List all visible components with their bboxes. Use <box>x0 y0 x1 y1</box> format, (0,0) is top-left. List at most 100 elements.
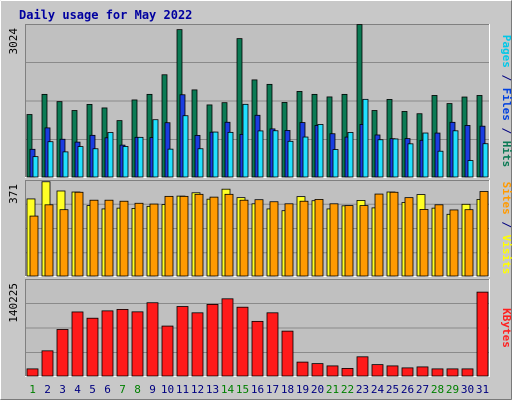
x-tick-label: 26 <box>401 383 414 396</box>
bar-pages-day-7 <box>122 146 129 178</box>
bar-hits-day-1 <box>26 114 33 178</box>
legend-part: / <box>500 215 512 235</box>
panel-top-legend-label: Pages / Files / Hits <box>500 35 512 168</box>
bar-sites-day-19 <box>299 200 309 277</box>
bar-pages-day-24 <box>377 139 384 178</box>
bar-hits-day-9 <box>146 93 153 178</box>
bar-sites-day-10 <box>164 195 174 277</box>
bar-kbytes-day-30 <box>461 368 474 377</box>
x-tick-label: 9 <box>149 383 156 396</box>
bar-kbytes-day-13 <box>206 303 219 377</box>
bar-pages-day-12 <box>197 148 204 178</box>
bar-pages-day-10 <box>167 148 174 178</box>
bar-kbytes-day-8 <box>131 311 144 377</box>
bar-pages-day-6 <box>107 132 114 178</box>
panel-top-ymax-label: 3024 <box>7 28 20 55</box>
bar-pages-day-16 <box>257 130 264 178</box>
bar-sites-day-25 <box>389 191 399 277</box>
x-tick-label: 25 <box>386 383 399 396</box>
bar-sites-day-16 <box>254 199 264 277</box>
bar-kbytes-day-26 <box>401 367 414 377</box>
legend-part: KBytes <box>500 308 512 348</box>
bar-sites-day-12 <box>194 193 204 277</box>
bar-hits-day-25 <box>386 99 393 178</box>
x-tick-label: 28 <box>431 383 444 396</box>
legend-part: Visits <box>500 235 512 275</box>
legend-part: Pages <box>500 35 512 68</box>
bar-sites-day-3 <box>59 209 69 277</box>
bar-sites-day-13 <box>209 196 219 277</box>
bar-pages-day-13 <box>212 131 219 178</box>
bar-pages-day-23 <box>362 98 369 178</box>
panel-middle-legend-label: Sites / Visits <box>500 182 512 275</box>
bar-pages-day-17 <box>272 130 279 178</box>
bar-kbytes-day-16 <box>251 320 264 377</box>
x-tick-label: 19 <box>296 383 309 396</box>
bar-sites-day-29 <box>449 209 459 277</box>
x-tick-label: 8 <box>134 383 141 396</box>
x-tick-label: 7 <box>119 383 126 396</box>
bar-sites-day-22 <box>344 205 354 277</box>
x-tick-label: 4 <box>74 383 81 396</box>
x-tick-label: 23 <box>356 383 369 396</box>
bar-sites-day-7 <box>119 200 129 277</box>
legend-part: Hits <box>500 141 512 168</box>
x-tick-label: 12 <box>191 383 204 396</box>
bar-sites-day-31 <box>479 191 489 277</box>
bar-pages-day-1 <box>32 156 39 178</box>
bar-kbytes-day-24 <box>371 364 384 377</box>
bar-pages-day-14 <box>227 131 234 178</box>
bar-kbytes-day-18 <box>281 330 294 377</box>
x-tick-label: 10 <box>161 383 174 396</box>
bar-sites-day-20 <box>314 199 324 277</box>
bar-pages-day-25 <box>392 138 399 178</box>
bar-kbytes-day-27 <box>416 366 429 377</box>
x-tick-label: 6 <box>104 383 111 396</box>
bar-sites-day-27 <box>419 209 429 277</box>
legend-part: / <box>500 68 512 88</box>
panel-middle-ymax-label: 371 <box>7 184 20 204</box>
bar-kbytes-day-7 <box>116 309 129 377</box>
bar-pages-day-31 <box>482 143 489 178</box>
bar-kbytes-day-17 <box>266 312 279 377</box>
bar-sites-day-24 <box>374 193 384 277</box>
bar-kbytes-day-10 <box>161 325 174 377</box>
panel-bottom-legend-label: KBytes <box>500 308 512 348</box>
bar-kbytes-day-19 <box>296 361 309 377</box>
x-tick-label: 14 <box>221 383 235 396</box>
bar-pages-day-2 <box>47 141 54 178</box>
bar-kbytes-day-21 <box>326 365 339 377</box>
bar-pages-day-15 <box>242 103 249 178</box>
bar-sites-day-15 <box>239 199 249 277</box>
bar-sites-day-28 <box>434 204 444 277</box>
bar-pages-day-28 <box>437 150 444 178</box>
x-tick-label: 29 <box>446 383 459 396</box>
bar-pages-day-5 <box>92 148 99 178</box>
bar-pages-day-26 <box>407 143 414 178</box>
legend-part: / <box>500 121 512 141</box>
bar-kbytes-day-4 <box>71 311 84 377</box>
bar-kbytes-day-5 <box>86 317 99 377</box>
bar-kbytes-day-14 <box>221 298 234 377</box>
bar-kbytes-day-28 <box>431 368 444 377</box>
bar-pages-day-8 <box>137 136 144 178</box>
bar-hits-day-12 <box>191 89 198 178</box>
bar-kbytes-day-11 <box>176 306 189 377</box>
chart-title: Daily usage for May 2022 <box>19 8 192 22</box>
x-tick-label: 30 <box>461 383 474 396</box>
bar-sites-day-4 <box>74 191 84 277</box>
legend-part: Files <box>500 88 512 121</box>
bar-pages-day-11 <box>182 115 189 178</box>
bar-sites-day-6 <box>104 199 114 277</box>
bar-sites-day-9 <box>149 203 159 277</box>
bar-pages-day-18 <box>287 140 294 178</box>
bar-sites-day-2 <box>44 204 54 277</box>
x-tick-label: 22 <box>341 383 354 396</box>
bar-kbytes-day-31 <box>476 291 489 377</box>
x-tick-label: 18 <box>281 383 294 396</box>
x-tick-label: 20 <box>311 383 324 396</box>
x-tick-label: 11 <box>176 383 189 396</box>
bar-pages-day-22 <box>347 132 354 178</box>
bar-sites-day-1 <box>29 215 39 277</box>
